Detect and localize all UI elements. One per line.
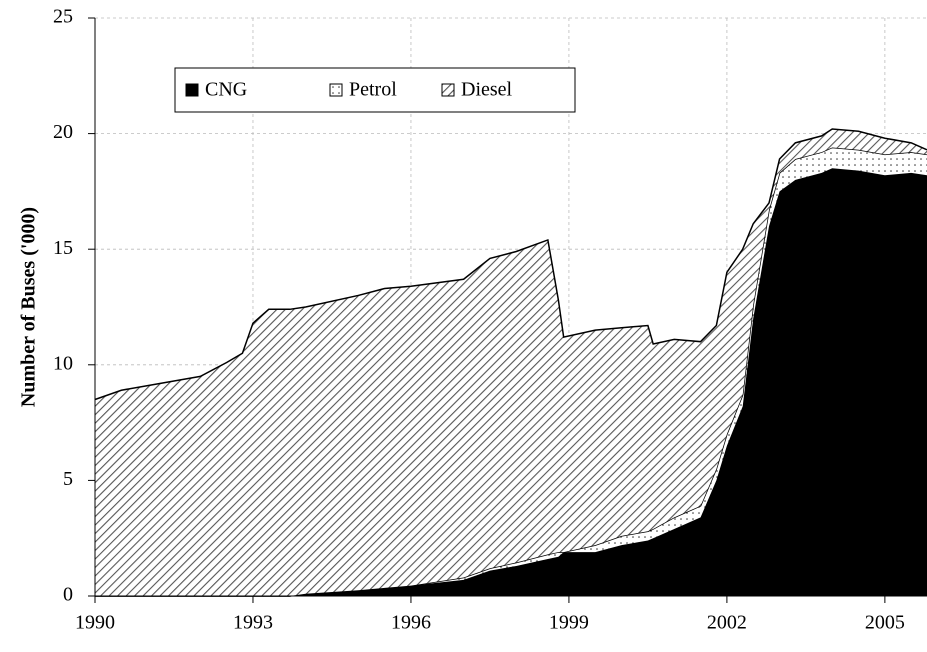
y-tick-label: 5 xyxy=(63,468,73,490)
x-tick-label: 1990 xyxy=(75,612,115,634)
y-tick-label: 10 xyxy=(53,352,73,374)
legend-swatch xyxy=(441,83,455,97)
y-axis-title: Number of Buses ('000) xyxy=(18,207,40,407)
legend-label: Diesel xyxy=(461,79,513,101)
x-tick-label: 2002 xyxy=(707,612,747,634)
x-tick-label: 2005 xyxy=(865,612,905,634)
y-tick-label: 25 xyxy=(53,6,73,28)
x-tick-label: 1996 xyxy=(391,612,431,634)
y-tick-label: 20 xyxy=(53,121,73,143)
legend-swatch xyxy=(185,83,199,97)
x-tick-label: 1993 xyxy=(233,612,273,634)
y-tick-label: 15 xyxy=(53,237,73,259)
legend-label: CNG xyxy=(205,79,247,101)
axes: 0 5 10 15 20 25 1990 1993 1996 1999 2002 2005 xyxy=(53,6,927,634)
legend-swatch xyxy=(329,83,343,97)
areas xyxy=(94,128,927,597)
area xyxy=(95,128,927,596)
area-outline xyxy=(94,128,927,401)
legend-label: Petrol xyxy=(349,79,397,101)
legend-box xyxy=(174,67,576,113)
y-tick-label: 0 xyxy=(63,584,73,606)
legend: CNG Petrol Diesel xyxy=(185,79,513,101)
area xyxy=(95,168,927,596)
x-tick-label: 1999 xyxy=(549,612,589,634)
